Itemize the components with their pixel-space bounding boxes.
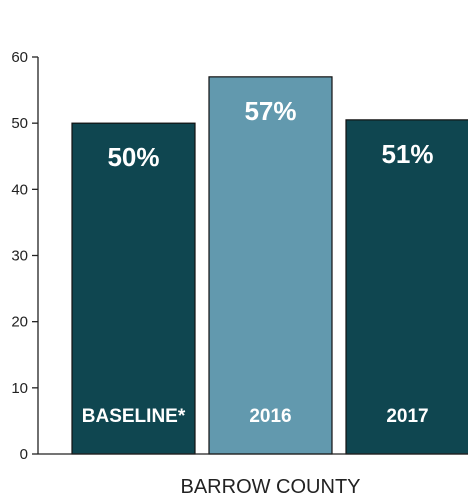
bar [208,76,333,455]
bar [345,119,468,455]
bar-value-label: 51% [381,139,433,169]
bar-value-label: 57% [244,96,296,126]
bar-category-label: BASELINE* [82,406,186,427]
bar-category-label: 2017 [386,406,428,427]
y-tick-label: 10 [11,380,28,397]
y-tick-label: 50 [11,115,28,132]
bar-group: 57% 2016 [208,76,333,455]
y-tick-label: 20 [11,314,28,331]
y-tick-label: 60 [11,49,28,66]
y-tick-label: 0 [20,446,28,463]
bar-group: 51% 2017 [345,119,468,455]
y-tick-label: 30 [11,248,28,265]
x-axis-title: BARROW COUNTY [181,476,361,498]
bar-group: 50% BASELINE* [71,122,196,455]
y-axis: 0 10 20 30 40 50 60 [11,49,39,463]
bar [71,122,196,455]
bar-value-label: 50% [107,142,159,172]
y-tick-label: 40 [11,181,28,198]
bar-category-label: 2016 [249,406,291,427]
bars: 50% BASELINE* 57% 2016 51% 2017 [71,76,468,455]
